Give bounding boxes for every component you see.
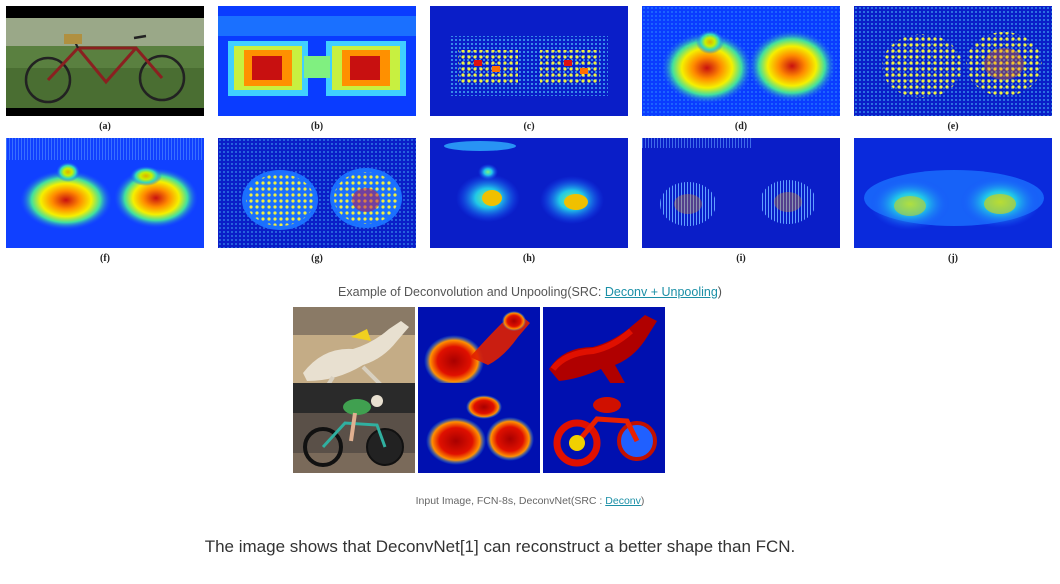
- grid-fcn8s-cyclist: [418, 383, 540, 473]
- panel-d-heatmap: [642, 6, 840, 116]
- panel-label-f: (f): [100, 253, 110, 264]
- deconv-unpooling-link[interactable]: Deconv + Unpooling: [604, 285, 718, 299]
- panel-a-input-photo: [6, 6, 204, 116]
- panel-h-heatmap: [430, 138, 628, 248]
- panel-i-heatmap: [642, 138, 840, 248]
- grid-fcn8s-dog: [418, 307, 540, 397]
- panel-label-a: (a): [99, 121, 111, 132]
- panel-b-coarse-heatmap: [218, 6, 416, 116]
- grid-input-image-dog: [293, 307, 415, 397]
- deconv-link[interactable]: Deconv: [605, 495, 641, 507]
- panel-label-h: (h): [522, 253, 536, 264]
- panel-e-heatmap: [854, 6, 1052, 116]
- grid-deconvnet-dog: [543, 307, 665, 397]
- caption2-suffix: ): [640, 495, 645, 507]
- panel-label-e: (e): [947, 121, 959, 132]
- caption2-prefix: Input Image, FCN-8s, DeconvNet(SRC :: [415, 495, 606, 507]
- caption1-suffix: ): [717, 285, 722, 299]
- panel-f-heatmap: [6, 138, 204, 248]
- panel-g-heatmap: [218, 138, 416, 248]
- panel-label-b: (b): [310, 121, 324, 132]
- panel-label-c: (c): [523, 121, 535, 132]
- panel-label-d: (d): [734, 121, 748, 132]
- panel-label-j: (j): [948, 253, 958, 264]
- caption1-prefix: Example of Deconvolution and Unpooling(S…: [338, 285, 605, 299]
- caption-input-fcn-deconvnet: Input Image, FCN-8s, DeconvNet(SRC : Dec…: [0, 495, 1060, 507]
- grid-input-image-cyclist: [293, 383, 415, 473]
- panel-label-g: (g): [311, 253, 323, 264]
- panel-c-sparse-heatmap: [430, 6, 628, 116]
- grid-deconvnet-cyclist: [543, 383, 665, 473]
- caption-deconv-unpooling: Example of Deconvolution and Unpooling(S…: [0, 285, 1060, 299]
- panel-label-i: (i): [736, 253, 746, 264]
- panel-j-heatmap: [854, 138, 1052, 248]
- body-paragraph: The image shows that DeconvNet[1] can re…: [204, 537, 796, 556]
